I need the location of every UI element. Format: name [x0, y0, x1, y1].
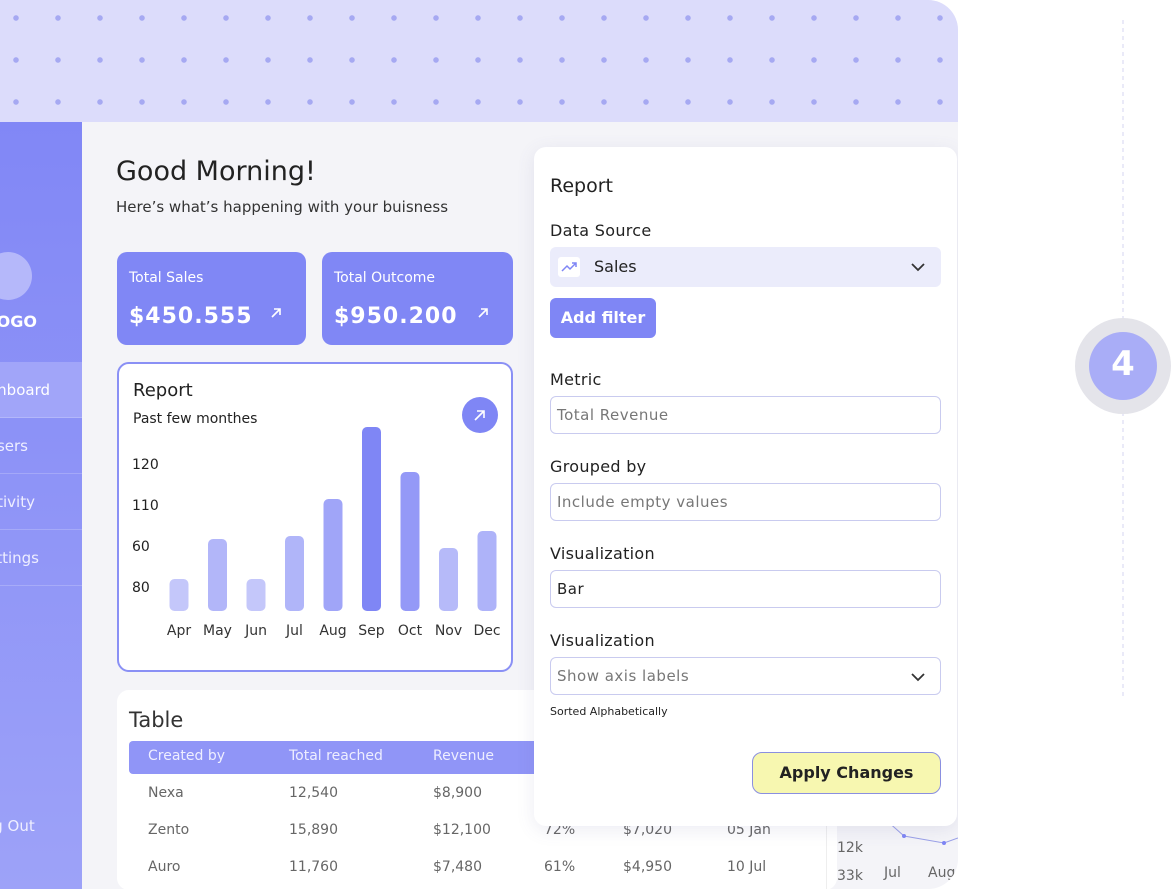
column-header: Revenue	[433, 748, 494, 764]
month-label: Nov	[435, 623, 462, 639]
table-cell: 10 Jul	[727, 859, 767, 875]
chevron	[911, 673, 925, 682]
stat-value: $950.200	[334, 304, 458, 329]
report-link[interactable]	[462, 397, 498, 433]
axis-label: 33k	[837, 868, 863, 884]
table-cell: 61%	[544, 859, 576, 875]
visualization-input[interactable]: Bar	[550, 570, 941, 608]
trend-icon	[558, 257, 580, 277]
select-value: Sales	[594, 257, 637, 276]
table-cell: 05 Jan	[727, 822, 771, 838]
nav-item[interactable]: Users	[0, 418, 82, 474]
bar	[323, 499, 343, 611]
logo: LOGO	[0, 312, 37, 331]
metric-input[interactable]: Total Revenue	[550, 396, 941, 434]
field-label: Visualization	[550, 544, 655, 563]
panel-title: Report	[550, 175, 613, 197]
chevron	[911, 263, 925, 272]
stat-card: Total Outcome $950.200	[322, 252, 513, 345]
y-label: 60	[132, 539, 150, 555]
bar	[477, 531, 497, 611]
month-label: Oct	[398, 623, 423, 639]
stat-card: Total Sales $450.555	[117, 252, 306, 345]
bar	[246, 579, 266, 611]
column-header: Created by	[148, 748, 226, 764]
table-cell: 15,890	[289, 822, 338, 838]
arrow-icon	[478, 308, 488, 318]
y-label: 120	[132, 457, 159, 473]
report-subtitle: Past few monthes	[133, 411, 258, 427]
field-label: Data Source	[550, 221, 652, 240]
nav-item[interactable]: Settings	[0, 530, 82, 586]
field-label: Visualization	[550, 631, 655, 650]
y-label: 110	[132, 498, 159, 514]
table-cell: 11,760	[289, 859, 338, 875]
subtitle: Here’s what’s happening with your buisne…	[116, 198, 449, 216]
table-cell: 12,540	[289, 785, 338, 801]
apply-button[interactable]: Apply Changes	[752, 752, 941, 794]
table-cell: $8,900	[433, 785, 482, 801]
table-cell: $12,100	[433, 822, 491, 838]
table-cell: Zento	[148, 822, 190, 838]
sidebar: LOGO Dashboard Users Activity Settings L…	[0, 122, 82, 889]
field-label: Metric	[550, 370, 602, 389]
bar	[439, 548, 458, 611]
bar	[400, 472, 420, 611]
stat-value: $450.555	[129, 304, 253, 329]
report-chart: 120 110 60 80 Apr May Jun Jul Aug Sep Oct Nov Dec	[132, 427, 501, 639]
table-cell: $4,950	[623, 859, 672, 875]
stat-label: Total Outcome	[334, 270, 436, 286]
table-cell: Auro	[148, 859, 181, 875]
bar	[169, 579, 189, 611]
add-filter-button[interactable]: Add filter	[550, 298, 656, 338]
table-cell: 72%	[544, 822, 576, 838]
column-header: Total reached	[289, 748, 383, 764]
table-cell: $7,480	[433, 859, 482, 875]
arrow-icon	[271, 308, 281, 318]
month-label: Jul	[285, 623, 303, 639]
table-cell: $7,020	[623, 822, 672, 838]
table-title: Table	[129, 708, 184, 732]
stat-label: Total Sales	[129, 270, 204, 286]
table-cell: Nexa	[148, 785, 184, 801]
report-card: Report Past few monthes	[117, 362, 513, 672]
month-label: Dec	[473, 623, 500, 639]
nav-item[interactable]: Dashboard	[0, 362, 82, 418]
dotted-banner	[0, 0, 958, 122]
axis-select[interactable]: Show axis labels	[550, 657, 941, 695]
step-number: 4	[1111, 344, 1135, 384]
bar	[362, 427, 381, 611]
field-label: Grouped by	[550, 457, 647, 476]
logout[interactable]: Log Out	[0, 817, 35, 835]
axis-label: Jul	[884, 865, 901, 881]
y-label: 80	[132, 580, 150, 596]
grouped-input[interactable]: Include empty values	[550, 483, 941, 521]
logo-circle	[0, 252, 32, 300]
background-chart	[826, 820, 958, 889]
greeting: Good Morning!	[116, 156, 316, 187]
month-label: Aug	[319, 623, 346, 639]
axis-label: 12k	[837, 840, 863, 856]
month-label: Sep	[358, 623, 385, 639]
bar	[285, 536, 304, 611]
step-indicator	[1075, 20, 1171, 700]
month-label: May	[203, 623, 232, 639]
month-label: Jun	[244, 623, 267, 639]
note: Sorted Alphabetically	[550, 705, 668, 718]
axis-label: Aug	[928, 865, 956, 881]
app-frame: LOGO Dashboard Users Activity Settings L…	[0, 0, 958, 889]
nav-item[interactable]: Activity	[0, 474, 82, 530]
month-label: Apr	[167, 623, 191, 639]
report-title: Report	[133, 380, 193, 401]
bar	[208, 539, 227, 611]
data-source-select[interactable]: Sales	[550, 247, 941, 287]
